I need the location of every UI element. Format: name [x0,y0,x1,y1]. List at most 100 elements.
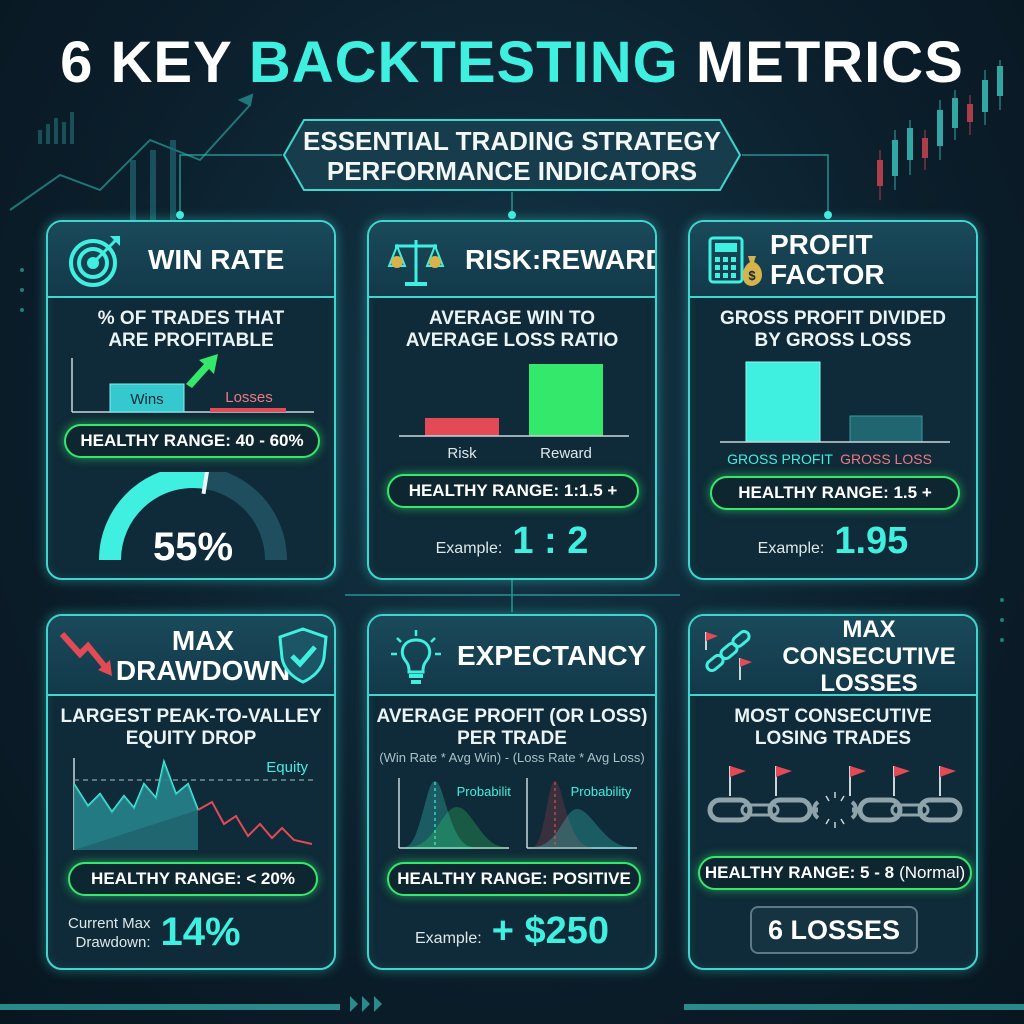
current-drawdown-label: Current Max Drawdown: [68,914,151,952]
expectancy-example: Example: + $250 [369,910,655,953]
max-consecutive-losses-healthy-range-text: HEALTHY RANGE: 5 - 8 [704,863,895,882]
max-consecutive-losses-healthy-range-note: (Normal) [899,863,966,882]
loss-flag [939,766,956,796]
probability-label-1: Probability [457,784,511,799]
max-drawdown-card: MAX DRAWDOWN LARGEST PEAK-TO-VALLEY EQUI… [46,614,336,970]
scales-icon [387,240,445,286]
equity-drawdown-chart: Equity [73,758,314,850]
expectancy-desc-line2: PER TRADE [457,728,567,749]
risk-reward-desc-line2: AVERAGE LOSS RATIO [405,330,619,351]
losing-streak-chain [707,766,963,828]
subtitle-banner: ESSENTIAL TRADING STRATEGY PERFORMANCE I… [282,118,742,192]
win-rate-bar-chart: Wins Losses [71,354,314,413]
max-consecutive-losses-title-line2: LOSSES [820,669,918,697]
falling-arrow-icon [59,631,112,676]
gross-profit-bar [745,361,821,443]
win-rate-card: WIN RATE % OF TRADES THAT ARE PROFITABLE… [46,220,336,580]
max-consecutive-losses-title: MAX CONSECUTIVE LOSSES [766,615,972,697]
profit-factor-desc-line1: GROSS PROFIT DIVIDED [720,308,946,329]
max-consecutive-losses-card-header: MAX CONSECUTIVE LOSSES [690,615,976,697]
current-drawdown-value: 14% [160,910,241,954]
loss-flag [775,766,792,796]
current-drawdown-label-line2: Drawdown: [75,933,151,951]
shield-check-icon [278,627,328,684]
loss-flags [729,766,956,796]
max-drawdown-title: MAX DRAWDOWN [116,616,290,696]
max-drawdown-desc-line2: EQUITY DROP [125,728,257,749]
expectancy-title: EXPECTANCY [457,640,647,671]
subtitle-line2: PERFORMANCE INDICATORS [326,156,698,186]
expectancy-card: EXPECTANCY AVERAGE PROFIT (OR LOSS) PER … [367,614,657,970]
risk-reward-example-value: 1 : 2 [512,520,589,562]
win-rate-desc-line2: ARE PROFITABLE [108,330,274,351]
risk-reward-description: AVERAGE WIN TO AVERAGE LOSS RATIO [369,308,655,352]
target-icon [69,236,120,287]
loss-flag [729,766,746,796]
equity-line-drawdown [197,800,313,845]
risk-reward-example-label: Example: [435,540,503,557]
max-drawdown-description: LARGEST PEAK-TO-VALLEY EQUITY DROP [48,706,334,750]
max-consecutive-losses-value: 6 LOSSES [750,906,918,954]
max-consecutive-losses-card: MAX CONSECUTIVE LOSSES MOST CONSECUTIVE … [688,614,978,970]
win-rate-gauge: 55% [99,472,287,569]
page-title: 6 KEY BACKTESTING METRICS [0,28,1024,98]
probability-label-2: Probability [571,784,632,799]
gross-loss-label: GROSS LOSS [840,451,932,467]
win-rate-value: 55% [153,525,233,569]
current-drawdown-label-line1: Current Max [68,914,151,932]
max-drawdown-healthy-range: HEALTHY RANGE: < 20% [68,862,318,896]
broken-chain-flags-icon [705,629,752,680]
risk-reward-healthy-range: HEALTHY RANGE: 1:1.5 + [387,474,639,508]
probability-distribution-chart-negative: Probability [526,778,637,849]
risk-reward-bar-chart: Risk Reward [399,364,629,462]
max-drawdown-current: Current Max Drawdown: 14% [68,910,241,955]
win-rate-card-header: WIN RATE [48,222,334,298]
expectancy-example-label: Example: [415,930,482,947]
risk-bar [425,418,499,436]
title-accent: BACKTESTING [248,30,679,95]
risk-reward-card: RISK:REWARD AVERAGE WIN TO AVERAGE LOSS … [367,220,657,580]
loss-flag [849,766,866,796]
max-drawdown-title-line1: MAX [171,625,235,656]
profit-factor-example-label: Example: [757,540,825,557]
growth-arrow-icon [186,354,218,388]
gauge-needle [201,472,209,495]
risk-reward-desc-line1: AVERAGE WIN TO [428,308,596,329]
loss-flag [893,766,910,796]
max-consecutive-losses-description: MOST CONSECUTIVE LOSING TRADES [690,706,976,750]
expectancy-description: AVERAGE PROFIT (OR LOSS) PER TRADE [369,706,655,750]
expectancy-desc-line1: AVERAGE PROFIT (OR LOSS) [376,706,648,727]
max-consecutive-losses-title-line1: MAX CONSECUTIVE [782,615,956,670]
expectancy-healthy-range: HEALTHY RANGE: POSITIVE [387,862,641,896]
max-drawdown-title-line2: DRAWDOWN [115,655,291,686]
gross-profit-label: GROSS PROFIT [727,451,833,467]
max-drawdown-desc-line1: LARGEST PEAK-TO-VALLEY [60,706,322,727]
lightbulb-icon [391,630,441,684]
equity-label: Equity [266,759,308,776]
max-drawdown-card-header: MAX DRAWDOWN [48,616,334,696]
reward-bar [529,364,603,436]
expectancy-example-value: + $250 [491,910,609,952]
probability-distribution-chart-positive: Probability [398,778,511,849]
win-rate-desc-line1: % OF TRADES THAT [97,308,285,329]
profit-factor-example-value: 1.95 [834,520,909,562]
wins-label: Wins [130,391,163,408]
max-consecutive-losses-healthy-range: HEALTHY RANGE: 5 - 8 (Normal) [698,856,972,890]
risk-reward-card-header: RISK:REWARD [369,222,655,298]
max-consecutive-losses-desc-line1: MOST CONSECUTIVE [734,706,932,727]
risk-reward-example: Example: 1 : 2 [369,520,655,563]
win-rate-description: % OF TRADES THAT ARE PROFITABLE [48,308,334,352]
broken-link-icon [812,800,858,820]
title-part1: 6 KEY [60,30,232,95]
gauge-fill [99,472,207,561]
max-consecutive-losses-desc-line2: LOSING TRADES [754,728,912,749]
expectancy-card-header: EXPECTANCY [369,616,655,696]
win-rate-healthy-range: HEALTHY RANGE: 40 - 60% [64,424,320,458]
profit-factor-healthy-range: HEALTHY RANGE: 1.5 + [710,476,960,510]
calculator-moneybag-icon: $ [708,236,762,286]
wins-bar [109,383,185,413]
risk-label: Risk [447,445,477,462]
gross-loss-bar [849,415,923,443]
losses-label: Losses [225,389,273,406]
